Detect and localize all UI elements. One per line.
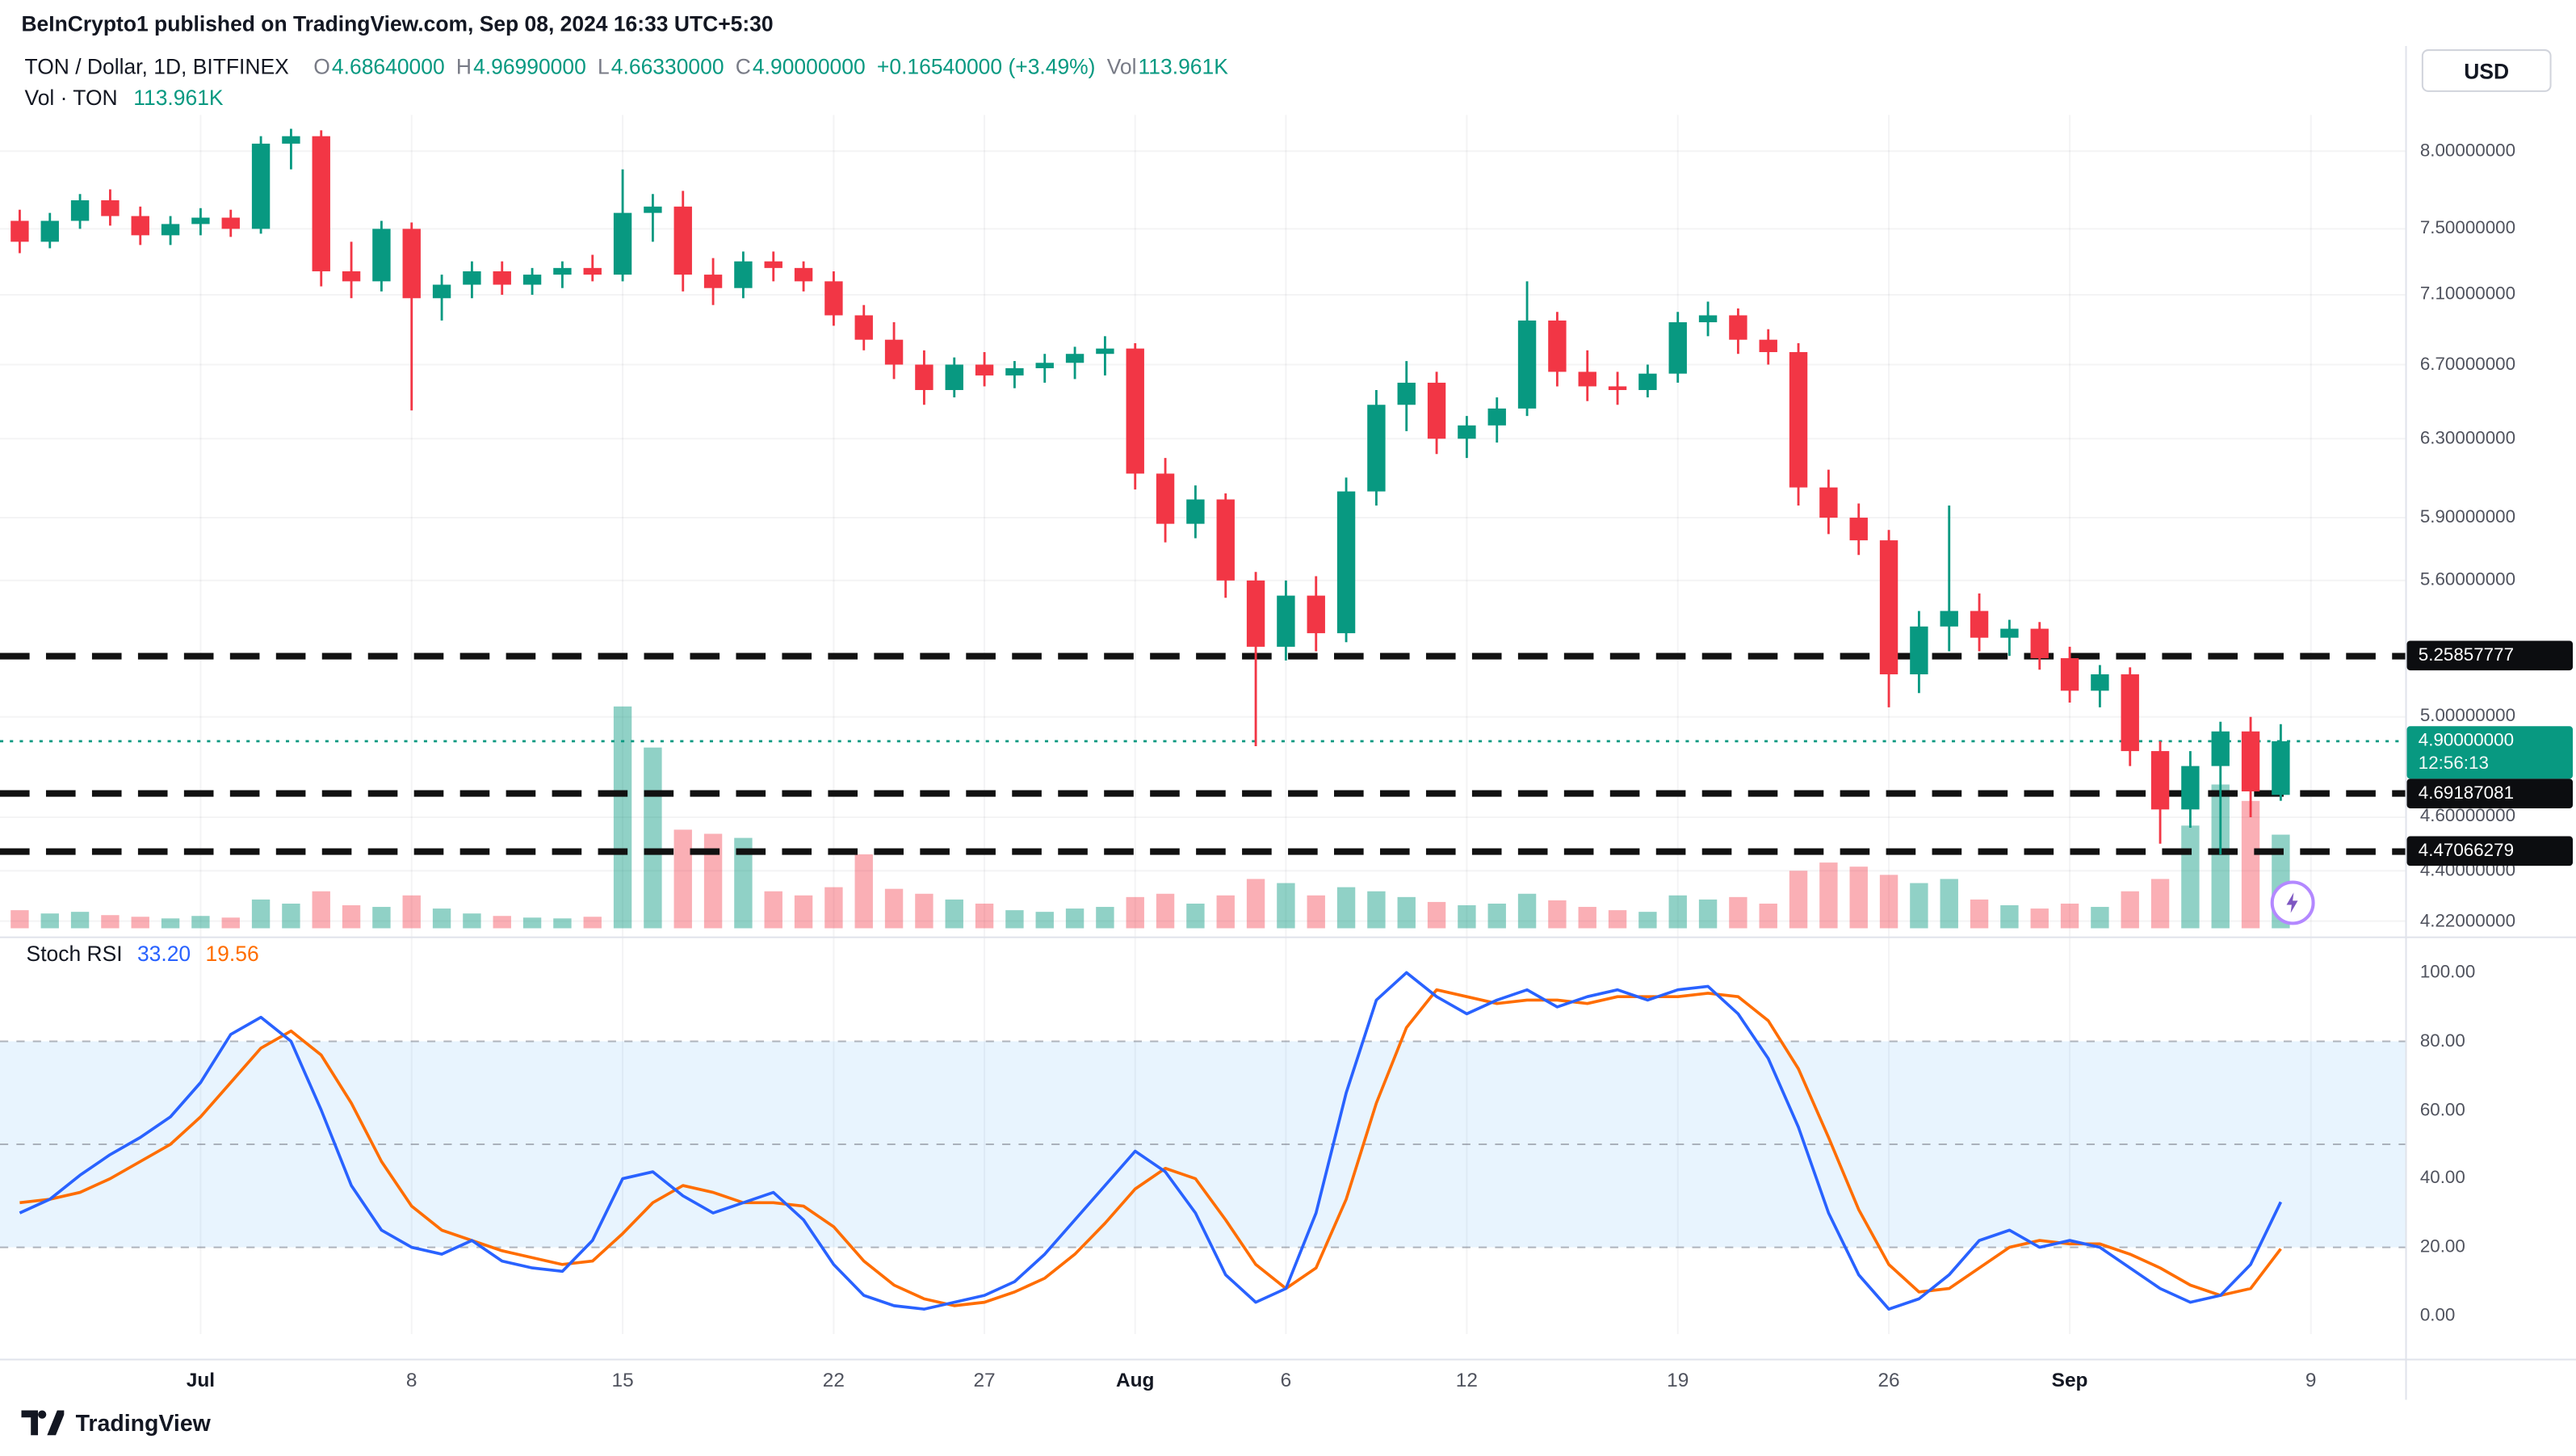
- symbol-ohlc-row: TON / Dollar, 1D, BITFINEX O 4.68640000 …: [25, 54, 1228, 79]
- price-tick-label: 5.60000000: [2419, 570, 2516, 591]
- tradingview-brand-text: TradingView: [75, 1409, 211, 1437]
- price-axis[interactable]: 8.00000000 7.50000000 7.10000000 6.70000000…: [2406, 0, 2576, 1456]
- currency-usd-button[interactable]: USD: [2421, 49, 2552, 92]
- indicator-tick-label: 20.00: [2419, 1237, 2465, 1257]
- indicator-k-value: 33.20: [136, 941, 191, 967]
- time-axis-border: [0, 1358, 2576, 1361]
- price-tick-label: 7.50000000: [2419, 219, 2516, 239]
- tradingview-icon: [21, 1410, 65, 1436]
- tradingview-logo[interactable]: TradingView: [21, 1409, 211, 1437]
- time-tick-label: Aug: [1115, 1368, 1155, 1392]
- volume-value: 113.961K: [1138, 54, 1228, 79]
- close-value: 4.90000000: [752, 54, 866, 79]
- price-tick-label: 4.22000000: [2419, 911, 2516, 931]
- high-value: 4.96990000: [473, 54, 586, 79]
- symbol-title[interactable]: TON / Dollar, 1D, BITFINEX: [24, 54, 289, 79]
- time-tick-label: Jul: [186, 1368, 216, 1392]
- price-level-badge: 5.25857777: [2406, 641, 2574, 671]
- last-price-badge: 4.90000000 12:56:13: [2406, 726, 2574, 779]
- reaction-badge[interactable]: [2270, 880, 2315, 925]
- attribution-text: BeInCrypto1 published on TradingView.com…: [21, 11, 774, 36]
- indicator-title[interactable]: Stoch RSI: [26, 941, 123, 967]
- time-tick-label: 26: [1877, 1368, 1900, 1392]
- chart-legend: TON / Dollar, 1D, BITFINEX O 4.68640000 …: [25, 54, 1228, 110]
- time-tick-label: 22: [822, 1368, 845, 1392]
- time-tick-label: 6: [1280, 1368, 1292, 1392]
- indicator-d-value: 19.56: [205, 941, 259, 967]
- volume-legend-label[interactable]: Vol · TON: [24, 85, 118, 111]
- price-tick-label: 8.00000000: [2419, 141, 2516, 162]
- change-value: +0.16540000 (+3.49%): [876, 54, 1096, 79]
- open-label: O: [313, 54, 330, 79]
- indicator-tick-label: 80.00: [2419, 1031, 2465, 1051]
- time-axis[interactable]: Jul 8 15 22 27 Aug 6 12 19 26 Sep 9: [0, 1361, 2406, 1404]
- price-tick-label: 4.60000000: [2419, 807, 2516, 828]
- low-label: L: [598, 54, 610, 79]
- price-tick-label: 7.10000000: [2419, 284, 2516, 305]
- pane-separator[interactable]: [0, 936, 2576, 938]
- low-value: 4.66330000: [610, 54, 724, 79]
- price-tick-label: 5.90000000: [2419, 507, 2516, 528]
- time-tick-label: 12: [1455, 1368, 1478, 1392]
- time-tick-label: 27: [973, 1368, 996, 1392]
- indicator-tick-label: 40.00: [2419, 1169, 2465, 1189]
- indicator-legend: Stoch RSI 33.20 19.56: [27, 942, 259, 967]
- price-level-badge: 4.47066279: [2406, 837, 2574, 866]
- time-tick-label: Sep: [2051, 1368, 2088, 1392]
- time-tick-label: 19: [1667, 1368, 1689, 1392]
- indicator-tick-label: 60.00: [2419, 1100, 2465, 1120]
- close-label: C: [735, 54, 751, 79]
- volume-legend-value: 113.961K: [133, 85, 224, 111]
- time-tick-label: 9: [2305, 1368, 2317, 1392]
- price-level-badge: 4.69187081: [2406, 778, 2574, 808]
- time-tick-label: 15: [611, 1368, 634, 1392]
- high-label: H: [455, 54, 472, 79]
- flash-icon: [2286, 892, 2298, 913]
- price-tick-label: 5.00000000: [2419, 707, 2516, 727]
- indicator-tick-label: 100.00: [2419, 963, 2476, 983]
- time-tick-label: 8: [405, 1368, 417, 1392]
- volume-label: Vol: [1106, 54, 1137, 79]
- volume-legend-row: Vol · TON 113.961K: [25, 86, 1228, 111]
- price-axis-border: [2405, 45, 2407, 1400]
- indicator-tick-label: 0.00: [2419, 1306, 2456, 1326]
- price-tick-label: 6.30000000: [2419, 429, 2516, 449]
- price-tick-label: 6.70000000: [2419, 355, 2516, 375]
- open-value: 4.68640000: [331, 54, 445, 79]
